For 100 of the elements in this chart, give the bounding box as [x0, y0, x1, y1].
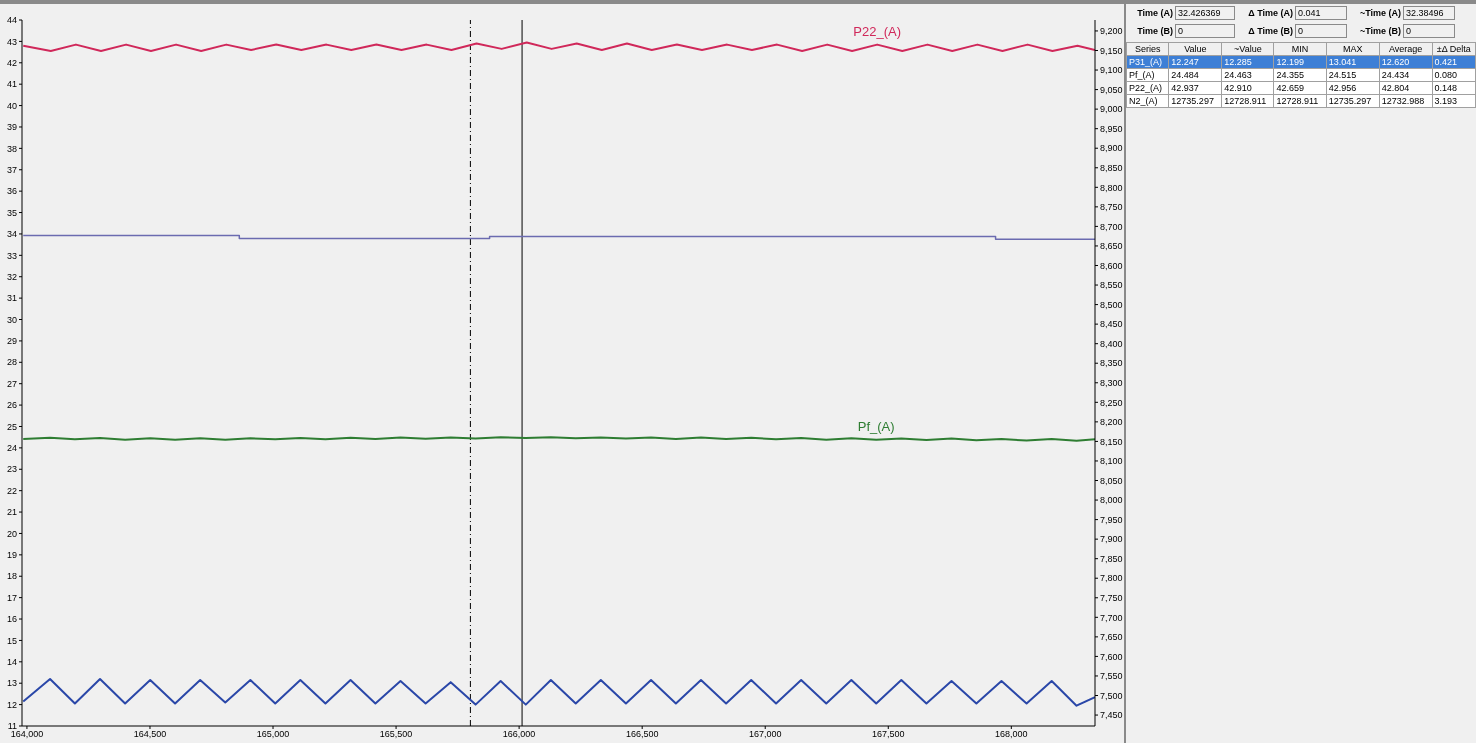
text: Δ Time (B) — [1247, 26, 1293, 36]
text: 42.659 — [1273, 81, 1327, 95]
y-tick-label: 12 — [6, 699, 17, 710]
y2-tick-label: 8,050 — [1100, 475, 1123, 486]
y-tick-label: 39 — [6, 122, 17, 133]
y-tick-label: 25 — [6, 421, 17, 432]
text: ~Value — [1221, 42, 1274, 56]
y-tick-label: 27 — [6, 378, 17, 389]
y2-tick-label: 8,650 — [1100, 241, 1123, 252]
text: 12735.297 — [1326, 94, 1380, 108]
x-tick-label: 164,500 — [133, 729, 167, 740]
series-label: P22_(A) — [853, 23, 902, 39]
text: 12728.911 — [1273, 94, 1327, 108]
y-tick-label: 29 — [6, 336, 17, 347]
text: 24.463 — [1221, 68, 1274, 82]
y-tick-label: 36 — [6, 186, 17, 197]
y2-tick-label: 7,800 — [1100, 573, 1123, 584]
y-tick-label: 24 — [6, 443, 17, 454]
y-tick-label: 30 — [6, 314, 17, 325]
y-tick-label: 42 — [6, 57, 17, 68]
y2-tick-label: 9,000 — [1100, 104, 1123, 115]
text: 0.421 — [1432, 55, 1476, 69]
text: Value — [1168, 42, 1222, 56]
y-tick-label: 40 — [6, 100, 17, 111]
text: 24.515 — [1326, 68, 1380, 82]
y-tick-label: 22 — [6, 485, 17, 496]
text: 42.956 — [1326, 81, 1380, 95]
y2-tick-label: 8,400 — [1100, 338, 1123, 349]
text: 12.620 — [1379, 55, 1433, 69]
y2-tick-label: 7,650 — [1100, 632, 1123, 643]
y2-tick-label: 8,300 — [1100, 377, 1123, 388]
y2-tick-label: 7,600 — [1100, 651, 1123, 662]
series-label: Pf_(A) — [857, 418, 895, 434]
y-tick-label: 37 — [6, 164, 17, 175]
text: 0 — [1295, 24, 1347, 38]
y-tick-label: 16 — [6, 614, 17, 625]
y2-tick-label: 7,500 — [1100, 690, 1123, 701]
text: Time (B) — [1136, 26, 1173, 36]
text: Average — [1379, 42, 1433, 56]
y2-tick-label: 8,600 — [1100, 260, 1123, 271]
y2-tick-label: 8,000 — [1100, 495, 1123, 506]
x-tick-label: 165,500 — [379, 729, 413, 740]
text: P22_(A) — [1126, 81, 1169, 95]
y2-tick-label: 8,100 — [1100, 456, 1123, 467]
y-tick-label: 19 — [6, 550, 17, 561]
y-tick-label: 17 — [6, 592, 17, 603]
text: 13.041 — [1326, 55, 1380, 69]
x-tick-label: 165,000 — [256, 729, 290, 740]
y2-tick-label: 8,500 — [1100, 299, 1123, 310]
text: 42.910 — [1221, 81, 1274, 95]
text: Time (A) — [1136, 8, 1173, 18]
text: 24.434 — [1379, 68, 1433, 82]
y-tick-label: 44 — [6, 15, 17, 26]
y-tick-label: 28 — [6, 357, 17, 368]
text: 0.041 — [1295, 6, 1347, 20]
y-tick-label: 35 — [6, 207, 17, 218]
y2-tick-label: 8,250 — [1100, 397, 1123, 408]
y2-tick-label: 8,800 — [1100, 182, 1123, 193]
text: 32.426369 — [1175, 6, 1235, 20]
text: 24.355 — [1273, 68, 1327, 82]
y2-tick-label: 7,850 — [1100, 553, 1123, 564]
text: ~Time (B) — [1358, 26, 1401, 36]
y2-tick-label: 9,150 — [1100, 45, 1123, 56]
text: 12.247 — [1168, 55, 1222, 69]
line-series — [22, 41, 1095, 53]
y2-tick-label: 8,550 — [1100, 280, 1123, 291]
y-tick-label: 14 — [6, 657, 17, 668]
y-tick-label: 43 — [6, 36, 17, 47]
x-tick-label: 164,000 — [10, 729, 44, 740]
y2-tick-label: 8,700 — [1100, 221, 1123, 232]
y2-tick-label: 7,450 — [1100, 710, 1123, 721]
y2-tick-label: 7,700 — [1100, 612, 1123, 623]
y2-tick-label: 8,200 — [1100, 417, 1123, 428]
y2-tick-label: 7,550 — [1100, 671, 1123, 682]
y2-tick-label: 7,900 — [1100, 534, 1123, 545]
y2-tick-label: 8,950 — [1100, 123, 1123, 134]
y-tick-label: 13 — [6, 678, 17, 689]
y-tick-label: 26 — [6, 400, 17, 411]
text: 24.484 — [1168, 68, 1222, 82]
y2-tick-label: 8,750 — [1100, 202, 1123, 213]
y-tick-label: 15 — [6, 635, 17, 646]
text: 12735.297 — [1168, 94, 1222, 108]
x-tick-label: 167,000 — [748, 729, 782, 740]
y-tick-label: 38 — [6, 143, 17, 154]
text: 3.193 — [1432, 94, 1476, 108]
y-tick-label: 32 — [6, 271, 17, 282]
y2-tick-label: 8,900 — [1100, 143, 1123, 154]
text: 42.937 — [1168, 81, 1222, 95]
y-tick-label: 34 — [6, 229, 17, 240]
x-tick-label: 168,000 — [995, 729, 1028, 740]
text: N2_(A) — [1126, 94, 1169, 108]
text: 0.080 — [1432, 68, 1476, 82]
text: P31_(A) — [1126, 55, 1169, 69]
y2-tick-label: 8,850 — [1100, 162, 1123, 173]
y-tick-label: 31 — [6, 293, 17, 304]
text: 0 — [1403, 24, 1455, 38]
text: Δ Time (A) — [1247, 8, 1293, 18]
text: Series — [1126, 42, 1169, 56]
text: MAX — [1326, 42, 1380, 56]
text: 32.38496 — [1403, 6, 1455, 20]
